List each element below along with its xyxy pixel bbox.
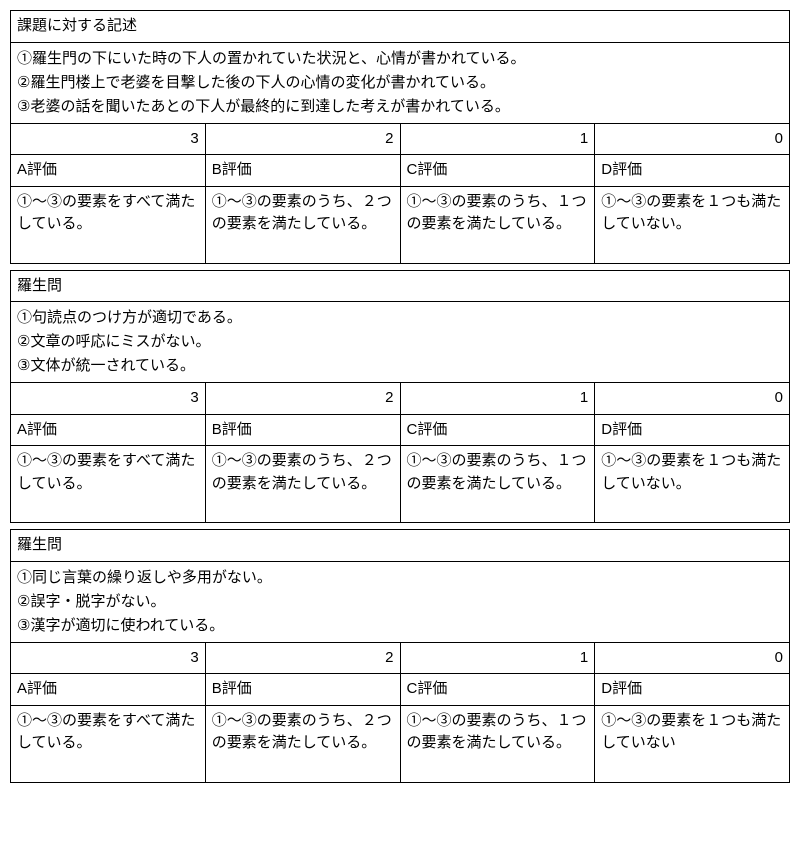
grade-cell: D評価 bbox=[595, 674, 790, 706]
section-criteria: ①句読点のつけ方が適切である。 ②文章の呼応にミスがない。 ③文体が統一されてい… bbox=[11, 302, 790, 383]
desc-cell: ①〜③の要素を１つも満たしていない。 bbox=[595, 186, 790, 263]
score-cell: 0 bbox=[595, 123, 790, 155]
score-cell: 3 bbox=[11, 123, 206, 155]
section-title: 課題に対する記述 bbox=[11, 11, 790, 43]
desc-cell: ①〜③の要素のうち、２つの要素を満たしている。 bbox=[205, 446, 400, 523]
grade-cell: A評価 bbox=[11, 414, 206, 446]
score-cell: 2 bbox=[205, 383, 400, 415]
grade-cell: D評価 bbox=[595, 155, 790, 187]
grade-cell: C評価 bbox=[400, 414, 595, 446]
desc-cell: ①〜③の要素を１つも満たしていない。 bbox=[595, 446, 790, 523]
desc-cell: ①〜③の要素のうち、１つの要素を満たしている。 bbox=[400, 446, 595, 523]
score-cell: 2 bbox=[205, 642, 400, 674]
rubric-container: 課題に対する記述 ①羅生門の下にいた時の下人の置かれていた状況と、心情が書かれて… bbox=[10, 10, 790, 783]
grade-cell: B評価 bbox=[205, 674, 400, 706]
score-cell: 2 bbox=[205, 123, 400, 155]
score-cell: 3 bbox=[11, 642, 206, 674]
desc-cell: ①〜③の要素のうち、１つの要素を満たしている。 bbox=[400, 705, 595, 782]
section-criteria: ①羅生門の下にいた時の下人の置かれていた状況と、心情が書かれている。 ②羅生門楼… bbox=[11, 42, 790, 123]
rubric-section: 課題に対する記述 ①羅生門の下にいた時の下人の置かれていた状況と、心情が書かれて… bbox=[10, 10, 790, 264]
grade-cell: C評価 bbox=[400, 155, 595, 187]
desc-cell: ①〜③の要素を１つも満たしていない bbox=[595, 705, 790, 782]
grade-cell: D評価 bbox=[595, 414, 790, 446]
section-title: 羅生問 bbox=[11, 530, 790, 562]
section-criteria: ①同じ言葉の繰り返しや多用がない。 ②誤字・脱字がない。 ③漢字が適切に使われて… bbox=[11, 561, 790, 642]
score-cell: 1 bbox=[400, 383, 595, 415]
grade-cell: B評価 bbox=[205, 414, 400, 446]
grade-cell: B評価 bbox=[205, 155, 400, 187]
score-cell: 3 bbox=[11, 383, 206, 415]
desc-cell: ①〜③の要素のうち、２つの要素を満たしている。 bbox=[205, 186, 400, 263]
rubric-section: 羅生問 ①句読点のつけ方が適切である。 ②文章の呼応にミスがない。 ③文体が統一… bbox=[10, 270, 790, 524]
desc-cell: ①〜③の要素をすべて満たしている。 bbox=[11, 705, 206, 782]
grade-cell: C評価 bbox=[400, 674, 595, 706]
score-cell: 0 bbox=[595, 383, 790, 415]
desc-cell: ①〜③の要素のうち、１つの要素を満たしている。 bbox=[400, 186, 595, 263]
desc-cell: ①〜③の要素のうち、２つの要素を満たしている。 bbox=[205, 705, 400, 782]
desc-cell: ①〜③の要素をすべて満たしている。 bbox=[11, 186, 206, 263]
rubric-section: 羅生問 ①同じ言葉の繰り返しや多用がない。 ②誤字・脱字がない。 ③漢字が適切に… bbox=[10, 529, 790, 783]
grade-cell: A評価 bbox=[11, 155, 206, 187]
score-cell: 1 bbox=[400, 642, 595, 674]
grade-cell: A評価 bbox=[11, 674, 206, 706]
score-cell: 0 bbox=[595, 642, 790, 674]
desc-cell: ①〜③の要素をすべて満たしている。 bbox=[11, 446, 206, 523]
score-cell: 1 bbox=[400, 123, 595, 155]
section-title: 羅生問 bbox=[11, 270, 790, 302]
